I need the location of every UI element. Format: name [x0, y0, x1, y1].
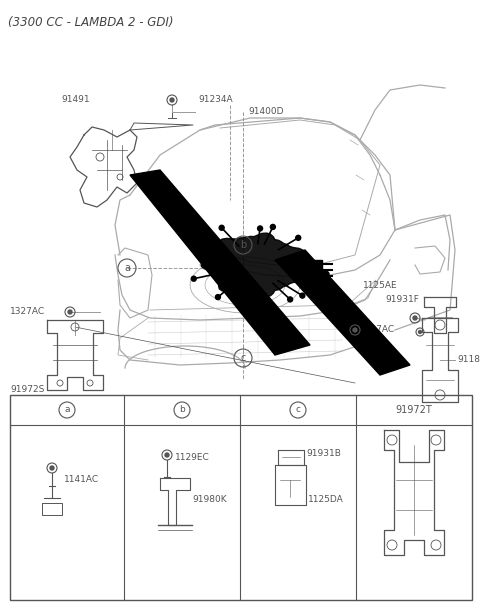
Polygon shape: [298, 260, 322, 280]
Text: 1125DA: 1125DA: [308, 495, 344, 505]
Circle shape: [258, 307, 263, 312]
Text: 91931F: 91931F: [385, 295, 419, 305]
Text: c: c: [296, 405, 300, 414]
Circle shape: [300, 293, 305, 298]
Circle shape: [219, 225, 224, 230]
Text: 91234A: 91234A: [198, 96, 233, 104]
Text: 91972T: 91972T: [396, 405, 432, 415]
Text: a: a: [124, 263, 130, 273]
Circle shape: [68, 310, 72, 314]
Text: 1125AE: 1125AE: [363, 281, 397, 289]
Circle shape: [258, 226, 263, 231]
Circle shape: [170, 98, 174, 102]
Circle shape: [288, 297, 293, 302]
Text: b: b: [179, 405, 185, 414]
Polygon shape: [275, 250, 410, 375]
Text: 1327AC: 1327AC: [10, 308, 45, 316]
Text: 1327AC: 1327AC: [360, 325, 395, 335]
Circle shape: [324, 271, 329, 276]
Circle shape: [50, 466, 54, 470]
Polygon shape: [130, 170, 310, 355]
Bar: [10, 395, 472, 600]
Circle shape: [216, 295, 220, 300]
Text: c: c: [240, 353, 246, 363]
Text: 91931B: 91931B: [306, 448, 341, 457]
Text: a: a: [64, 405, 70, 414]
Text: 91980K: 91980K: [192, 495, 227, 505]
Text: 91491: 91491: [61, 96, 90, 104]
Circle shape: [195, 249, 200, 254]
Circle shape: [191, 276, 196, 281]
Text: 1129EC: 1129EC: [175, 453, 210, 462]
Text: (3300 CC - LAMBDA 2 - GDI): (3300 CC - LAMBDA 2 - GDI): [8, 16, 173, 29]
Circle shape: [413, 316, 417, 320]
Text: 1141AC: 1141AC: [64, 475, 99, 484]
Circle shape: [203, 238, 208, 243]
Text: 91400D: 91400D: [248, 107, 284, 117]
Circle shape: [419, 330, 421, 333]
Text: 91972S: 91972S: [10, 386, 44, 395]
Circle shape: [165, 453, 169, 457]
Text: 91188B: 91188B: [457, 356, 480, 365]
Polygon shape: [202, 233, 304, 297]
Text: b: b: [240, 240, 246, 250]
Circle shape: [353, 328, 357, 332]
Circle shape: [296, 235, 301, 240]
Circle shape: [270, 225, 276, 230]
